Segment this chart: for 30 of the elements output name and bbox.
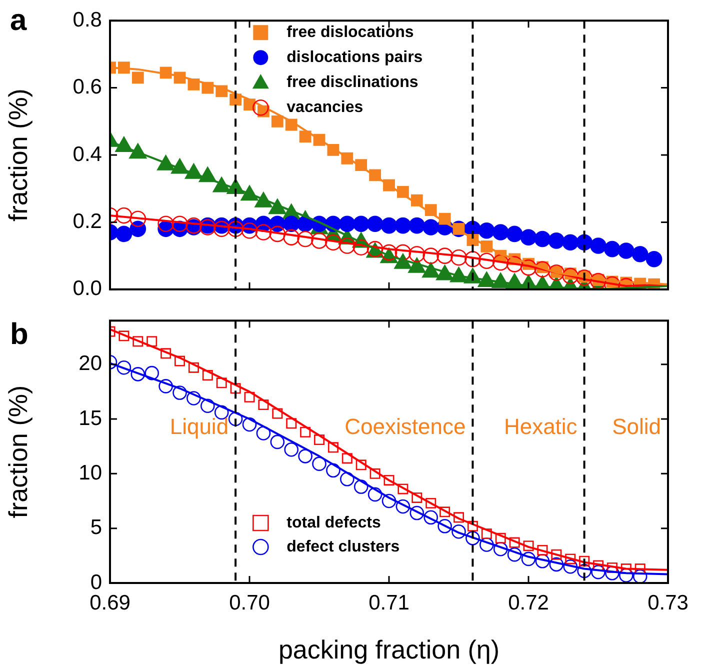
y-tick-label: 5	[90, 516, 102, 540]
legend-label: free disclinations	[286, 74, 418, 92]
annotation: Hexatic	[504, 414, 578, 440]
x-tick-label: 0.71	[368, 591, 410, 614]
text: b	[10, 318, 28, 351]
y-tick-label: 20	[78, 352, 102, 376]
y-tick-label: 0.8	[72, 8, 102, 32]
x-tick-label: 0.73	[648, 591, 688, 614]
y-tick-label: 0.0	[72, 277, 102, 300]
y-tick-label: 15	[78, 406, 102, 430]
x-axis-title: packing fraction (η)	[278, 634, 500, 665]
legend-label: free dislocations	[286, 24, 414, 42]
text: a	[10, 4, 27, 37]
y-axis-title: fraction (%)	[2, 88, 33, 222]
annotation: Solid	[612, 414, 661, 440]
y-tick-label: 0.6	[72, 76, 102, 99]
y-tick-label: 0.4	[72, 142, 102, 166]
y-axis-title: fraction (%)	[2, 385, 33, 518]
y-tick-label: 0.2	[72, 210, 102, 233]
x-tick-label: 0.70	[229, 591, 270, 614]
annotation: Liquid	[170, 414, 229, 440]
x-tick-label: 0.69	[90, 591, 130, 614]
legend-label: dislocations pairs	[286, 49, 423, 66]
legend-label: vacancies	[286, 99, 364, 116]
x-tick-label: 0.72	[508, 591, 549, 614]
y-tick-label: 0	[90, 570, 102, 594]
y-tick-label: 10	[78, 461, 102, 484]
legend-label: total defects	[286, 514, 382, 532]
annotation: Coexistence	[344, 414, 466, 440]
legend-label: defect clusters	[286, 538, 400, 556]
